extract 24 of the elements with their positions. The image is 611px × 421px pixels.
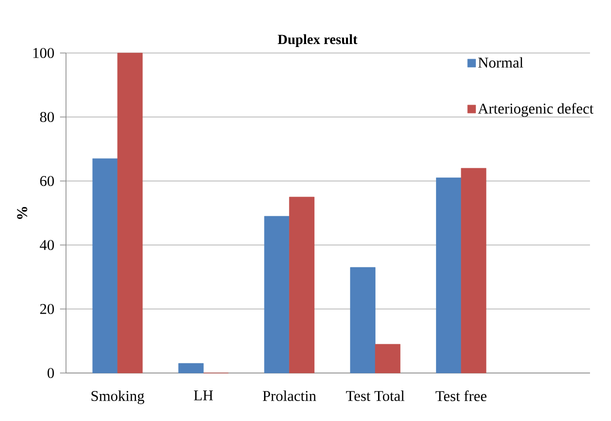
- y-tick-label: 100: [33, 48, 54, 58]
- bar: [350, 267, 376, 374]
- bar: [289, 196, 314, 374]
- y-tick-label: 0: [48, 368, 54, 378]
- bar: [375, 344, 400, 374]
- bar: [460, 168, 486, 374]
- x-tick-label: Test free: [436, 390, 486, 402]
- x-tick-label: LH: [194, 390, 213, 400]
- x-tick-label: Prolactin: [262, 390, 316, 402]
- x-tick-label: Test Total: [346, 390, 404, 402]
- y-tick-label: 20: [40, 304, 54, 314]
- y-tick-label: 40: [40, 240, 54, 250]
- legend-label: Normal: [478, 57, 524, 68]
- legend-label: Arteriogenic defect: [478, 103, 594, 117]
- bar: [178, 363, 204, 374]
- y-tick-label: 60: [40, 176, 54, 186]
- bar: [117, 52, 143, 374]
- bar: [436, 178, 462, 374]
- bar: [92, 158, 118, 374]
- y-axis-title: %: [17, 206, 28, 219]
- chart-title: Duplex result: [278, 34, 358, 47]
- x-tick-label: Smoking: [92, 390, 144, 404]
- y-tick-label: 80: [40, 112, 54, 122]
- bar: [264, 216, 290, 374]
